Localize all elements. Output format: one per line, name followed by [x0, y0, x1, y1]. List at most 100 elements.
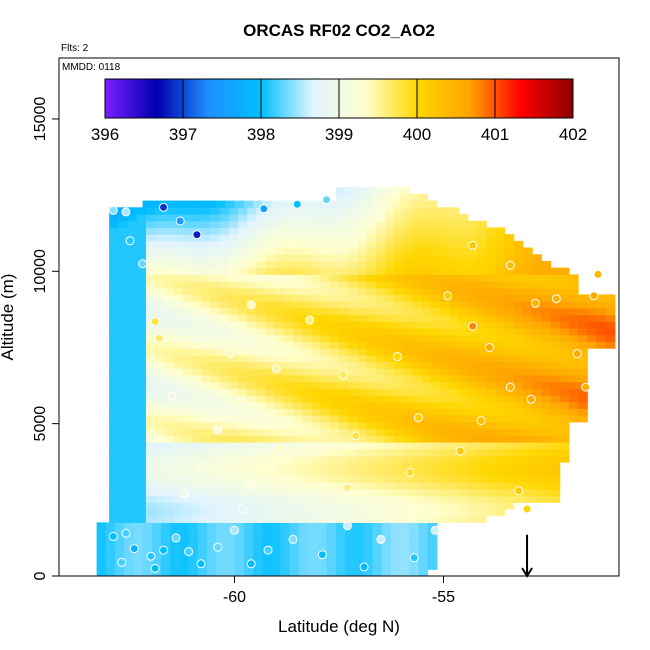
- heatmap-cell: [532, 395, 542, 403]
- heatmap-cell: [219, 395, 230, 403]
- heatmap-cell: [145, 321, 156, 329]
- heatmap-cell: [421, 495, 432, 503]
- heatmap-cell: [243, 522, 254, 530]
- heatmap-cell: [182, 495, 193, 503]
- heatmap-cell: [394, 488, 404, 497]
- heatmap-cell: [329, 354, 340, 363]
- heatmap-cell: [155, 247, 165, 255]
- heatmap-cell: [247, 395, 257, 403]
- heatmap-cell: [541, 287, 552, 296]
- heatmap-cell: [522, 401, 533, 410]
- heatmap-cell: [256, 388, 267, 396]
- heatmap-cell: [440, 260, 450, 269]
- colorbar-tick-label: 399: [325, 125, 353, 144]
- heatmap-cell: [293, 234, 303, 242]
- heatmap-cell: [191, 294, 202, 302]
- heatmap-cell: [219, 227, 230, 235]
- heatmap-cell: [280, 529, 291, 537]
- heatmap-cell: [449, 468, 460, 477]
- heatmap-cell: [182, 455, 193, 463]
- heatmap-cell: [201, 448, 211, 456]
- heatmap-cell: [210, 515, 221, 523]
- heatmap-cell: [412, 515, 423, 523]
- heatmap-cell: [320, 214, 331, 222]
- heatmap-cell: [283, 327, 294, 336]
- heatmap-cell: [568, 395, 579, 403]
- heatmap-cell: [440, 475, 450, 483]
- heatmap-cell: [412, 368, 423, 376]
- heatmap-cell: [256, 214, 267, 222]
- heatmap-cell: [164, 361, 175, 369]
- heatmap-cell: [311, 482, 322, 490]
- heatmap-cell: [170, 200, 180, 208]
- observation-point: [246, 480, 256, 490]
- heatmap-cell: [421, 388, 432, 396]
- heatmap-cell: [467, 502, 478, 510]
- heatmap-cell: [289, 569, 300, 576]
- heatmap-cell: [302, 247, 313, 255]
- heatmap-cell: [127, 488, 138, 497]
- heatmap-cell: [109, 508, 119, 517]
- heatmap-cell: [302, 321, 313, 329]
- heatmap-cell: [265, 374, 276, 383]
- heatmap-cell: [179, 569, 190, 576]
- heatmap-cell: [384, 515, 395, 523]
- heatmap-cell: [274, 468, 285, 477]
- heatmap-cell: [201, 455, 211, 463]
- heatmap-cell: [532, 462, 542, 470]
- heatmap-cell: [550, 287, 561, 296]
- heatmap-cell: [302, 468, 313, 477]
- heatmap-cell: [467, 281, 478, 289]
- heatmap-cell: [430, 234, 441, 242]
- heatmap-cell: [522, 381, 533, 389]
- heatmap-cell: [173, 388, 184, 396]
- heatmap-cell: [504, 274, 515, 282]
- heatmap-cell: [467, 234, 478, 242]
- heatmap-cell: [252, 542, 263, 550]
- heatmap-cell: [384, 374, 395, 383]
- heatmap-cell: [476, 488, 487, 497]
- heatmap-cell: [256, 368, 267, 376]
- heatmap-cell: [151, 522, 162, 530]
- heatmap-cell: [504, 475, 515, 483]
- heatmap-cell: [219, 374, 230, 383]
- heatmap-cell: [201, 214, 211, 222]
- heatmap-cell: [136, 348, 147, 356]
- heatmap-cell: [191, 475, 202, 483]
- heatmap-cell: [605, 314, 616, 322]
- heatmap-cell: [228, 374, 239, 383]
- heatmap-cell: [513, 495, 524, 503]
- heatmap-cell: [440, 388, 450, 396]
- heatmap-cell: [366, 381, 377, 389]
- heatmap-cell: [170, 529, 180, 537]
- heatmap-cell: [127, 515, 138, 523]
- heatmap-cell: [375, 274, 386, 282]
- heatmap-cell: [118, 508, 129, 517]
- heatmap-cell: [274, 348, 285, 356]
- heatmap-cell: [118, 368, 129, 376]
- heatmap-cell: [421, 240, 432, 249]
- heatmap-cell: [550, 354, 561, 363]
- heatmap-cell: [136, 314, 147, 322]
- heatmap-cell: [265, 220, 276, 229]
- heatmap-cell: [311, 428, 322, 436]
- heatmap-cell: [136, 482, 147, 490]
- heatmap-cell: [118, 482, 129, 490]
- heatmap-cell: [587, 307, 598, 316]
- heatmap-cell: [467, 395, 478, 403]
- heatmap-cell: [320, 482, 331, 490]
- heatmap-cell: [136, 508, 147, 517]
- heatmap-cell: [274, 428, 285, 436]
- heatmap-cell: [265, 462, 276, 470]
- heatmap-cell: [339, 428, 349, 436]
- heatmap-cell: [256, 428, 267, 436]
- heatmap-cell: [109, 307, 119, 316]
- heatmap-cell: [293, 462, 303, 470]
- heatmap-cell: [366, 334, 377, 342]
- heatmap-cell: [302, 374, 313, 383]
- heatmap-cell: [191, 254, 202, 262]
- heatmap-cell: [164, 227, 175, 235]
- heatmap-cell: [237, 294, 248, 302]
- heatmap-cell: [467, 475, 478, 483]
- heatmap-cell: [160, 522, 171, 530]
